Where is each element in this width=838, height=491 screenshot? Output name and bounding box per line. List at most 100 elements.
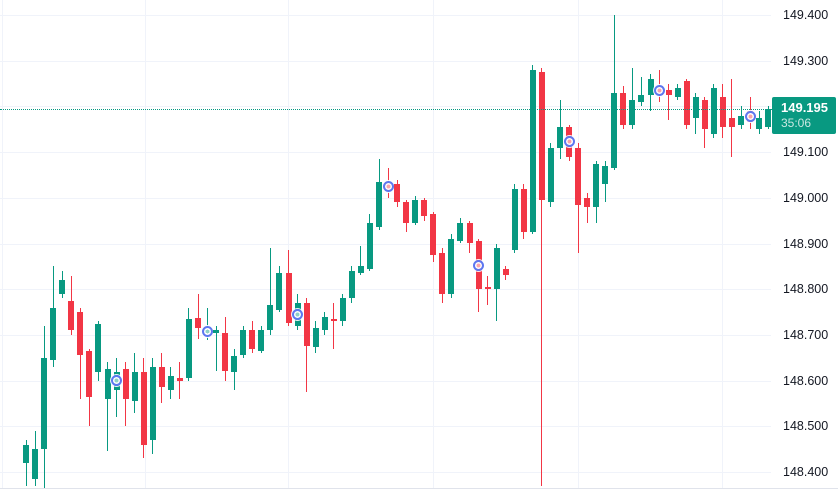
candle-body — [303, 302, 310, 347]
candle-body — [376, 181, 382, 228]
candle-wick — [586, 193, 588, 223]
gridline-horizontal — [0, 426, 771, 428]
candle-body — [267, 305, 274, 331]
candle-body — [710, 88, 717, 134]
gridline-horizontal — [0, 106, 771, 108]
candle-body — [231, 355, 238, 372]
candle-body — [321, 316, 328, 331]
candle-body — [683, 81, 690, 125]
candle-body — [158, 366, 165, 388]
candle-wick — [215, 325, 217, 372]
candle-body — [176, 378, 183, 381]
chart-plot-area[interactable] — [0, 0, 772, 491]
candle-body — [213, 330, 220, 333]
gridline-horizontal — [0, 15, 771, 16]
candle-body — [439, 252, 446, 294]
price-axis-label: 148.900 — [783, 236, 829, 251]
candle-wick — [333, 302, 335, 349]
candle-body — [629, 99, 636, 125]
candle-body — [258, 330, 265, 351]
candle-body — [593, 163, 600, 207]
candle-wick — [487, 275, 489, 306]
candle-body — [484, 286, 491, 290]
candle-body — [403, 202, 410, 223]
price-axis[interactable]: 149.400149.300149.200149.100149.000148.9… — [771, 0, 838, 491]
price-marker-icon — [292, 308, 303, 320]
price-marker-icon — [744, 111, 756, 123]
candle-wick — [206, 307, 208, 340]
candle-body — [357, 266, 364, 274]
gridline-vertical — [145, 0, 146, 489]
price-marker-icon — [563, 136, 575, 148]
gridline-horizontal — [0, 152, 771, 154]
gridline-horizontal — [0, 60, 771, 62]
candle-body — [59, 280, 66, 294]
candle-body — [50, 307, 57, 361]
candle-wick — [640, 76, 642, 107]
price-axis-label: 149.300 — [783, 53, 829, 68]
price-marker-icon — [201, 326, 213, 337]
candle-body — [719, 97, 726, 127]
time-axis-separator — [0, 488, 838, 489]
candle-body — [366, 222, 373, 269]
candle-body — [728, 117, 735, 127]
candle-body — [448, 238, 455, 294]
candle-body — [511, 188, 518, 251]
candle-body — [584, 197, 591, 207]
gridline-vertical — [2, 0, 3, 489]
current-price-badge: 149.195 35:06 — [772, 97, 836, 134]
candle-body — [285, 273, 292, 324]
candle-body — [538, 72, 545, 201]
candle-body — [68, 300, 75, 331]
candle-body — [520, 188, 527, 233]
candle-body — [412, 200, 419, 223]
candle-body — [312, 328, 319, 348]
candle-body — [195, 318, 201, 329]
candle-body — [502, 268, 509, 276]
candle-body — [104, 369, 111, 399]
candle-body — [95, 323, 102, 372]
gridline-horizontal — [0, 334, 771, 336]
candle-body — [692, 97, 699, 118]
candle-body — [575, 147, 582, 205]
candle-body — [86, 350, 93, 397]
candle-body — [602, 165, 609, 185]
candle-body — [638, 95, 645, 102]
candle-body — [240, 330, 247, 356]
gridline-vertical — [722, 0, 723, 489]
candle-body — [466, 222, 473, 244]
bar-countdown-timer: 35:06 — [781, 116, 812, 130]
candle-body — [77, 312, 84, 356]
candle-body — [493, 248, 500, 290]
candle-body — [330, 318, 337, 322]
price-axis-label: 148.700 — [783, 327, 829, 342]
candle-body — [131, 371, 138, 402]
candle-body — [41, 357, 48, 450]
price-axis-label: 148.600 — [783, 373, 829, 388]
price-marker-icon — [111, 375, 122, 387]
candle-body — [756, 117, 763, 130]
candle-body — [611, 92, 618, 169]
candle-body — [394, 184, 401, 203]
price-axis-label: 149.100 — [783, 145, 829, 160]
candle-body — [765, 108, 772, 127]
candle-wick — [360, 245, 362, 276]
candle-body — [249, 330, 256, 349]
candle-body — [185, 318, 192, 379]
candle-body — [167, 376, 174, 390]
candle-body — [122, 369, 129, 399]
candle-body — [430, 213, 437, 255]
candle-body — [529, 69, 536, 232]
gridline-horizontal — [0, 380, 771, 382]
candle-body — [339, 298, 346, 322]
candle-wick — [197, 293, 199, 340]
candle-body — [701, 99, 708, 130]
price-axis-label: 148.500 — [783, 419, 829, 434]
candle-body — [222, 332, 229, 372]
candle-wick — [107, 362, 108, 452]
candle-body — [557, 127, 563, 148]
current-price-line — [0, 108, 772, 110]
candle-wick — [269, 248, 271, 335]
price-axis-label: 148.800 — [783, 282, 829, 297]
